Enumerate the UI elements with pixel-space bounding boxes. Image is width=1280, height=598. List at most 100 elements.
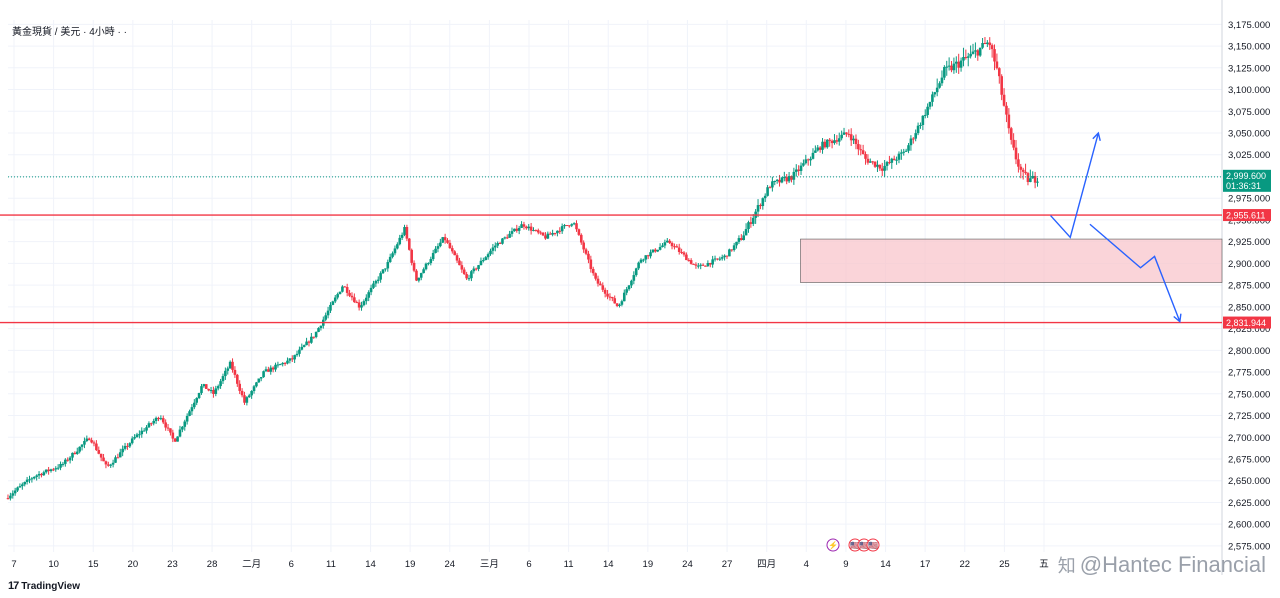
- candle: [374, 279, 378, 287]
- candle-body: [431, 252, 435, 260]
- candle-body: [252, 386, 256, 392]
- candle-body: [513, 228, 516, 232]
- candle-body: [842, 132, 846, 135]
- candle-body: [298, 349, 301, 354]
- candle: [584, 247, 588, 256]
- candle-body: [916, 125, 920, 134]
- candle-body: [169, 428, 172, 433]
- candle: [1014, 140, 1018, 165]
- candle: [847, 129, 851, 138]
- candle: [814, 145, 817, 153]
- candle: [938, 81, 941, 89]
- candle-body: [771, 181, 774, 188]
- candle: [916, 122, 920, 136]
- candle: [233, 366, 237, 378]
- candle: [603, 287, 607, 298]
- candle-body: [32, 476, 36, 479]
- candle: [823, 139, 827, 149]
- candle: [221, 373, 225, 384]
- candle: [945, 60, 949, 76]
- candle-body: [183, 421, 187, 427]
- candle: [517, 225, 521, 235]
- candle: [873, 161, 877, 168]
- candle-body: [591, 268, 595, 274]
- candle-body: [152, 420, 156, 424]
- candle: [269, 365, 273, 375]
- candle: [730, 249, 734, 252]
- x-tick-label: 25: [999, 559, 1010, 570]
- candle-body: [286, 360, 289, 364]
- candle: [219, 378, 222, 389]
- candle-body: [150, 423, 153, 425]
- candle-body: [799, 165, 803, 171]
- candle: [663, 239, 667, 249]
- candle-body: [971, 51, 975, 54]
- candle-body: [353, 297, 356, 303]
- candle: [534, 229, 538, 232]
- candle-body: [981, 42, 984, 48]
- candle-body: [897, 153, 901, 160]
- candle-body: [611, 297, 614, 299]
- candle: [11, 490, 15, 499]
- candle-body: [534, 230, 538, 232]
- candle-body: [300, 346, 304, 350]
- candle: [895, 156, 898, 165]
- arrow-path: [1050, 132, 1100, 239]
- candle-body: [498, 242, 502, 244]
- candle-body: [75, 451, 79, 454]
- candle-body: [474, 268, 478, 270]
- candle: [974, 42, 977, 58]
- candle: [154, 416, 158, 424]
- candle-body: [28, 479, 31, 481]
- event-marker-glyph: 🇺🇸: [868, 541, 878, 550]
- candle: [384, 268, 387, 272]
- candle: [450, 245, 454, 254]
- candle: [515, 224, 519, 233]
- candle: [47, 466, 50, 475]
- candle-body: [658, 247, 662, 250]
- candle-body: [64, 459, 67, 464]
- candle: [1005, 102, 1008, 123]
- candle-body: [826, 139, 829, 148]
- candle: [427, 262, 430, 266]
- candle-body: [159, 418, 163, 420]
- candle-body: [718, 258, 722, 260]
- candle-body: [689, 260, 693, 264]
- candle: [675, 244, 679, 248]
- candle-body: [460, 265, 464, 270]
- candle-body: [783, 177, 786, 179]
- candle: [919, 122, 922, 129]
- candle: [768, 185, 772, 189]
- candle: [632, 271, 636, 285]
- candle: [231, 358, 234, 373]
- candle-body: [439, 242, 442, 247]
- candle-body: [97, 450, 101, 454]
- candle-body: [85, 438, 89, 442]
- candle: [288, 358, 292, 364]
- candle-body: [823, 141, 827, 148]
- candle: [682, 251, 686, 257]
- candle: [422, 267, 425, 274]
- candle: [142, 428, 146, 432]
- candle: [116, 453, 120, 459]
- candle: [403, 224, 406, 237]
- candle: [40, 472, 43, 478]
- candle-body: [735, 241, 738, 246]
- candle: [940, 70, 944, 86]
- candle: [613, 295, 617, 304]
- y-tick-label: 2,775.000: [1228, 368, 1270, 379]
- candle-body: [415, 270, 418, 281]
- x-tick-label: 14: [365, 559, 376, 570]
- candle: [802, 159, 805, 167]
- candle-body: [44, 469, 48, 473]
- candle-body: [243, 395, 246, 403]
- candle-body: [1012, 139, 1015, 148]
- candle-body: [114, 457, 117, 463]
- candle: [995, 53, 999, 70]
- candle-body: [639, 259, 643, 263]
- candle-body: [606, 293, 609, 297]
- candle-body: [642, 259, 645, 261]
- candle: [204, 384, 208, 389]
- candle: [482, 257, 485, 263]
